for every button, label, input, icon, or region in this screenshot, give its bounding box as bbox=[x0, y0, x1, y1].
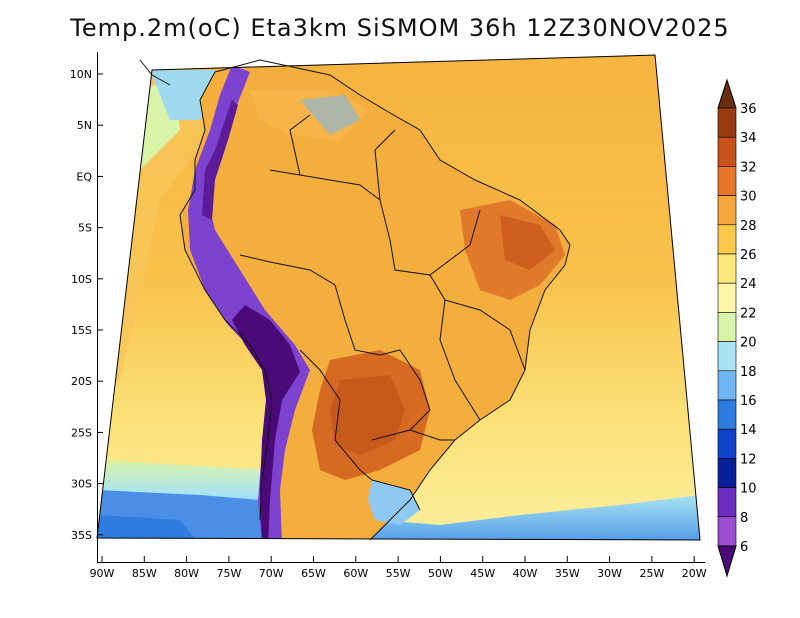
colorbar-label: 8 bbox=[740, 511, 748, 526]
lon-label: 25W bbox=[639, 567, 664, 580]
domain-border bbox=[96, 54, 701, 541]
colorbar-box bbox=[717, 253, 737, 284]
colorbar-label: 10 bbox=[740, 482, 757, 497]
colorbar-label: 30 bbox=[740, 190, 757, 205]
colorbar-label: 34 bbox=[740, 131, 757, 146]
lat-label: 5N bbox=[77, 119, 92, 132]
colorbar-box bbox=[717, 458, 737, 488]
lat-label: 10N bbox=[70, 68, 92, 81]
colorbar-arrow-bottom bbox=[717, 545, 737, 578]
lon-label: 40W bbox=[513, 567, 538, 580]
colorbar-label: 16 bbox=[740, 394, 757, 409]
colorbar-box bbox=[717, 166, 737, 196]
colorbar-box bbox=[717, 428, 737, 459]
lat-label: 20S bbox=[71, 375, 92, 388]
colorbar-box bbox=[717, 399, 737, 430]
colorbar-label: 18 bbox=[740, 365, 757, 380]
colorbar-label: 12 bbox=[740, 452, 757, 467]
colorbar-label: 24 bbox=[740, 277, 757, 292]
colorbar-box bbox=[717, 282, 737, 313]
colorbar-box bbox=[717, 487, 737, 518]
colorbar-box bbox=[717, 136, 737, 167]
colorbar-label: 14 bbox=[740, 423, 757, 438]
lat-label: 35S bbox=[71, 529, 92, 542]
lon-label: 90W bbox=[90, 567, 115, 580]
colorbar-box bbox=[717, 107, 737, 138]
andes-ridge bbox=[188, 65, 310, 540]
lon-label: 30W bbox=[597, 567, 622, 580]
colorbar-box bbox=[717, 516, 737, 547]
colorbar-arrow-top bbox=[717, 78, 737, 109]
lat-label: 5S bbox=[78, 222, 92, 235]
lon-label: 55W bbox=[386, 567, 411, 580]
lon-label: 65W bbox=[301, 567, 326, 580]
colorbar-box bbox=[717, 341, 737, 372]
map-title: Temp.2m(oC) Eta3km SiSMOM 36h 12Z30NOV20… bbox=[70, 14, 730, 42]
lon-label: 35W bbox=[555, 567, 580, 580]
lat-label: 25S bbox=[71, 426, 92, 439]
lon-label: 60W bbox=[343, 567, 368, 580]
lon-label: 80W bbox=[174, 567, 199, 580]
lon-label: 50W bbox=[428, 567, 453, 580]
temperature-field bbox=[97, 55, 700, 540]
colorbar-box bbox=[717, 195, 737, 226]
colorbar-label: 28 bbox=[740, 219, 757, 234]
lat-label: EQ bbox=[76, 170, 92, 183]
lon-label: 70W bbox=[259, 567, 284, 580]
colorbar-box bbox=[717, 370, 737, 401]
colorbar-box bbox=[717, 312, 737, 342]
colorbar-label: 6 bbox=[740, 540, 748, 555]
lon-label: 85W bbox=[132, 567, 157, 580]
colorbar-box bbox=[717, 224, 737, 255]
colorbar-label: 26 bbox=[740, 248, 757, 263]
lat-label: 10S bbox=[71, 273, 92, 286]
lat-label: 30S bbox=[71, 478, 92, 491]
colorbar: 36 34 32 30 28 26 24 22 20 18 16 14 12 10 8 6 bbox=[717, 78, 757, 578]
colorbar-label: 20 bbox=[740, 336, 757, 351]
colorbar-label: 32 bbox=[740, 160, 757, 175]
colorbar-label: 36 bbox=[740, 102, 757, 117]
latitude-axis: 10N 5N EQ 5S 10S 15S 20S 25S 30S 35S bbox=[70, 68, 103, 542]
lat-label: 15S bbox=[71, 324, 92, 337]
colorbar-label: 22 bbox=[740, 306, 757, 321]
country-borders bbox=[139, 59, 571, 541]
longitude-axis: 90W 85W 80W 75W 70W 65W 60W 55W 50W 45W 40W 35W 30W 2… bbox=[90, 556, 707, 580]
lon-label: 75W bbox=[216, 567, 241, 580]
lon-label: 20W bbox=[682, 567, 707, 580]
lon-label: 45W bbox=[470, 567, 495, 580]
